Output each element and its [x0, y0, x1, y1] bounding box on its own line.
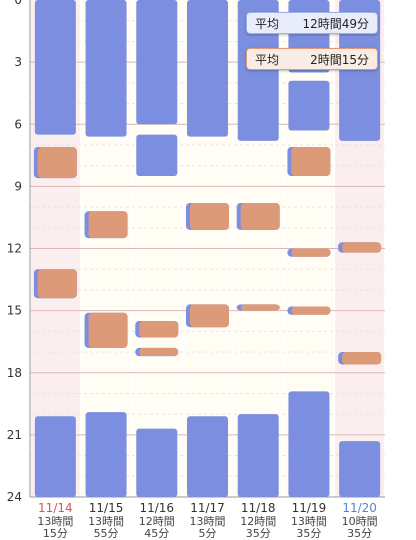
nap-bar [291, 306, 331, 315]
y-tick-label: 0 [14, 0, 22, 7]
x-tick-label: 11/16 [139, 501, 174, 515]
y-tick-label: 3 [14, 55, 22, 69]
x-tick-label: 11/14 [38, 501, 73, 515]
legend-sleep-value: 12時間49分 [302, 16, 369, 31]
sleep-bar [34, 0, 76, 135]
nap-bar [37, 147, 77, 179]
y-tick-label: 9 [14, 179, 22, 193]
sleep-bar [237, 414, 279, 497]
nap-bar [190, 304, 229, 328]
sleep-bar [288, 391, 330, 497]
duration-minutes-label: 55分 [94, 527, 119, 540]
sleep-bar [237, 0, 279, 141]
nap-bar [291, 147, 331, 177]
sleep-bar [85, 0, 127, 137]
duration-hours-label: 10時間 [342, 515, 378, 528]
y-tick-label: 12 [7, 242, 22, 256]
duration-hours-label: 13時間 [190, 515, 226, 528]
nap-bar [240, 202, 280, 230]
sleep-bar [187, 0, 228, 137]
x-tick-label: 11/19 [292, 501, 327, 515]
duration-minutes-label: 5分 [199, 527, 217, 540]
sleep-bar [288, 80, 330, 131]
sleep-bar [34, 416, 76, 497]
nap-bar [291, 248, 331, 257]
nap-bar [37, 269, 77, 299]
sleep-bar [339, 0, 381, 141]
duration-minutes-label: 35分 [347, 527, 372, 540]
sleep-bar [187, 416, 228, 497]
x-tick-label: 11/20 [342, 501, 377, 515]
sleep-bar [85, 412, 127, 497]
y-tick-label: 24 [7, 490, 22, 504]
legend-nap-label: 平均 [255, 52, 280, 67]
duration-minutes-label: 35分 [296, 527, 321, 540]
x-tick-label: 11/17 [190, 501, 225, 515]
duration-minutes-label: 35分 [246, 527, 271, 540]
duration-minutes-label: 15分 [43, 527, 68, 540]
x-tick-label: 11/15 [89, 501, 124, 515]
nap-bar [342, 242, 382, 253]
duration-hours-label: 13時間 [88, 515, 124, 528]
duration-hours-label: 13時間 [37, 515, 73, 528]
duration-hours-label: 12時間 [139, 515, 175, 528]
y-tick-label: 15 [7, 304, 22, 318]
nap-bar [88, 312, 128, 348]
x-tick-label: 11/18 [241, 501, 276, 515]
nap-bar [190, 202, 229, 230]
duration-hours-label: 12時間 [240, 515, 276, 528]
nap-bar [139, 320, 179, 338]
nap-bar [240, 304, 280, 311]
legend-sleep-average: 平均 12時間49分 [246, 12, 378, 34]
nap-bar [342, 352, 382, 365]
sleep-bar [339, 441, 381, 497]
duration-minutes-label: 45分 [144, 527, 169, 540]
y-tick-label: 18 [7, 366, 22, 380]
sleep-bar [136, 134, 178, 177]
y-tick-label: 6 [14, 117, 22, 131]
legend-nap-average: 平均 2時間15分 [246, 48, 378, 70]
legend-nap-value: 2時間15分 [310, 52, 369, 67]
duration-hours-label: 13時間 [291, 515, 327, 528]
legend-sleep-label: 平均 [255, 16, 280, 31]
sleep-bar [136, 0, 178, 125]
nap-bar [88, 211, 128, 239]
nap-bar [139, 347, 179, 357]
y-tick-label: 21 [7, 428, 22, 442]
sleep-bar [136, 428, 178, 497]
